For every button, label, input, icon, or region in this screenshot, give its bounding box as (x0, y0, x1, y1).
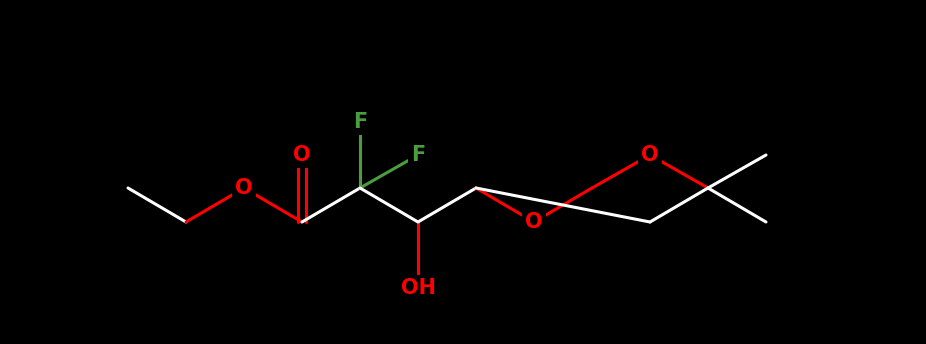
Text: OH: OH (401, 278, 435, 298)
Text: F: F (411, 145, 425, 165)
Text: O: O (235, 178, 253, 198)
Text: O: O (641, 145, 658, 165)
Text: O: O (525, 212, 543, 232)
Text: O: O (294, 145, 311, 165)
Text: F: F (353, 112, 367, 132)
